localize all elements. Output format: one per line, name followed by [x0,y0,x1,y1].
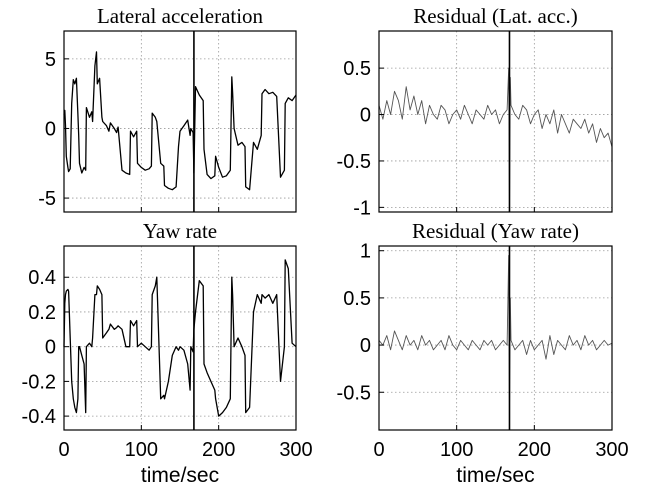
panel-title: Lateral acceleration [97,4,264,28]
panel-yaw: Yaw rate -0.4 -0.2 0 0.2 0.4 0 100 200 300 time/se… [22,219,313,487]
x-axis-label: time/sec [456,464,534,487]
y-tick-label: 0 [360,105,371,127]
panel-title: Yaw rate [143,219,217,243]
series-line [63,259,297,417]
y-tick-label: -5 [38,188,56,210]
y-tick-label: 0 [360,335,371,357]
x-tick-label: 200 [518,439,551,461]
y-tick-label: -1 [353,197,371,219]
panel-title: Residual (Yaw rate) [412,219,579,243]
y-tick-label: -0.2 [22,371,56,393]
y-tick-label: -0.5 [337,382,371,404]
y-tick-label: 0.4 [28,267,56,289]
y-tick-label: 0 [45,118,56,140]
series-line [63,51,297,191]
y-tick-label: 0.2 [28,302,56,324]
panel-lat: Lateral acceleration -5 0 5 [38,4,297,213]
panel-reslat: Residual (Lat. acc.) -1 -0.5 0 0.5 [337,4,613,219]
x-tick-label: 0 [373,439,384,461]
axes-frame [63,30,297,213]
x-tick-label: 300 [595,439,628,461]
y-tick-label: -0.5 [337,151,371,173]
y-tick-label: 0.5 [343,58,371,80]
series-line [378,67,613,208]
x-tick-label: 100 [440,439,473,461]
x-tick-label: 0 [58,439,69,461]
series-line [378,254,613,412]
y-tick-label: 0.5 [343,288,371,310]
y-tick-label: 0 [45,337,56,359]
panel-resyaw: Residual (Yaw rate) -0.5 0 0.5 1 0 100 200 300 ti… [337,219,629,487]
x-tick-label: 100 [125,439,158,461]
y-tick-label: -0.4 [22,406,56,428]
panel-title: Residual (Lat. acc.) [413,4,577,28]
x-tick-label: 300 [279,439,312,461]
axes-frame [378,245,613,431]
x-axis-label: time/sec [141,464,219,487]
axes-frame [378,30,613,213]
x-tick-label: 200 [202,439,235,461]
y-tick-label: 5 [45,49,56,71]
axes-frame [63,245,297,431]
y-tick-label: 1 [360,241,371,263]
